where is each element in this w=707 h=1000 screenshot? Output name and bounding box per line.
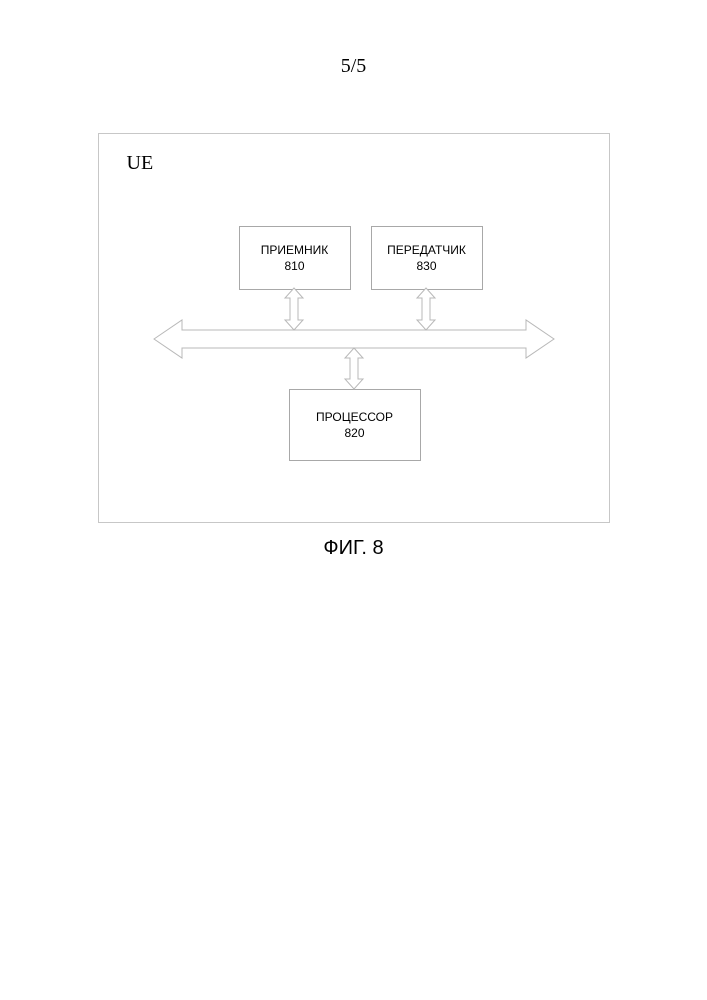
receiver-ref: 810 (284, 258, 304, 274)
transmitter-ref: 830 (416, 258, 436, 274)
figure-caption: ФИГ. 8 (0, 537, 707, 560)
processor-label: ПРОЦЕССОР (316, 409, 393, 425)
receiver-block: ПРИЕМНИК 810 (239, 226, 351, 290)
receiver-label: ПРИЕМНИК (261, 242, 329, 258)
page-number: 5/5 (0, 0, 707, 78)
ue-container: UE ПРИЕМНИК 810 ПЕРЕДАТЧИК 830 ПРОЦЕССОР… (98, 133, 610, 523)
ue-label: UE (127, 152, 154, 175)
shape-layer (99, 134, 609, 522)
processor-block: ПРОЦЕССОР 820 (289, 389, 421, 461)
processor-ref: 820 (344, 425, 364, 441)
transmitter-block: ПЕРЕДАТЧИК 830 (371, 226, 483, 290)
transmitter-label: ПЕРЕДАТЧИК (387, 242, 466, 258)
